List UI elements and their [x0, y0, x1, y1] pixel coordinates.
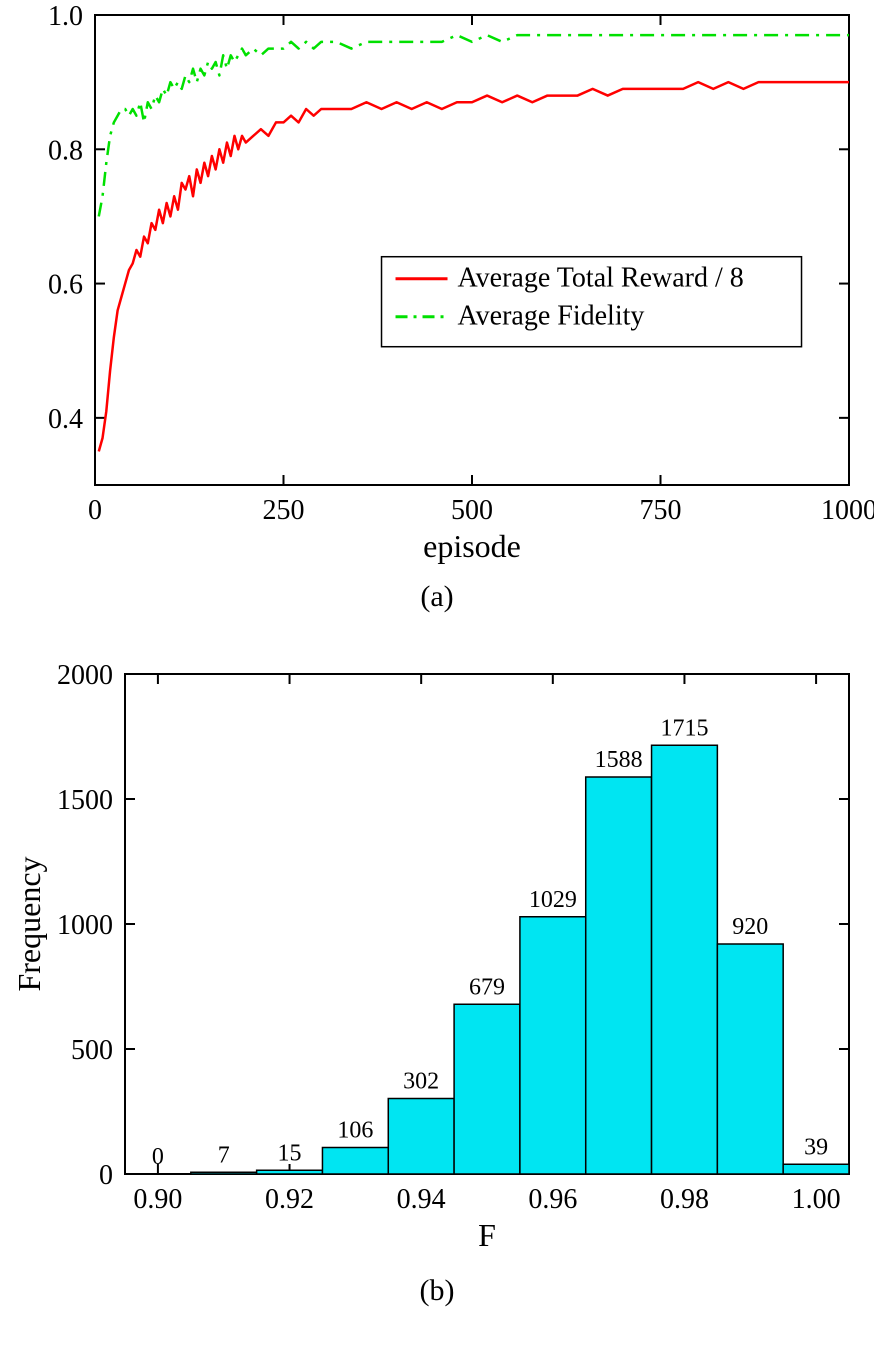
svg-text:episode: episode: [423, 528, 521, 564]
svg-text:250: 250: [263, 495, 305, 526]
legend-label: Average Fidelity: [458, 301, 645, 332]
histogram-bar: [652, 745, 718, 1174]
svg-text:0.92: 0.92: [265, 1184, 314, 1215]
histogram-bar: [191, 1172, 257, 1174]
bar-value-label: 1588: [595, 747, 643, 773]
panel-b-chart: 0.90 0.92 0.94 0.96 0.98 1.00 0 500 1000 1500 2000…: [0, 644, 874, 1274]
histogram-bar: [586, 777, 652, 1174]
figure-container: 0 250 500 750 1000 0.4 0.6 0.8 1.0 episode Average…: [0, 0, 874, 1347]
svg-text:1000: 1000: [57, 910, 113, 941]
svg-text:0: 0: [88, 495, 102, 526]
panel-a-caption: (a): [0, 580, 874, 614]
bar-value-label: 39: [804, 1134, 828, 1160]
svg-text:0.4: 0.4: [48, 404, 83, 435]
panel-b-caption: (b): [0, 1274, 874, 1308]
histogram-bar: [520, 917, 586, 1174]
svg-text:0.8: 0.8: [48, 135, 83, 166]
svg-text:0.90: 0.90: [133, 1184, 182, 1215]
legend-label: Average Total Reward / 8: [458, 263, 744, 294]
histogram-bar: [783, 1164, 849, 1174]
svg-text:2000: 2000: [57, 660, 113, 691]
svg-text:1.0: 1.0: [48, 1, 83, 32]
svg-text:750: 750: [640, 495, 682, 526]
histogram-bar: [322, 1148, 388, 1175]
histogram-bar: [388, 1099, 454, 1175]
bar-value-label: 0: [152, 1144, 164, 1170]
bar-value-label: 1715: [660, 715, 708, 741]
histogram-bar: [257, 1170, 323, 1174]
bar-value-label: 920: [732, 914, 768, 940]
svg-text:500: 500: [451, 495, 493, 526]
svg-text:0.98: 0.98: [660, 1184, 709, 1215]
series-line: [99, 35, 849, 216]
bar-value-label: 106: [337, 1118, 373, 1144]
svg-text:1500: 1500: [57, 785, 113, 816]
svg-text:0.6: 0.6: [48, 270, 83, 301]
svg-text:500: 500: [71, 1035, 113, 1066]
histogram-bar: [454, 1004, 520, 1174]
svg-text:Frequency: Frequency: [11, 856, 47, 991]
panel-a-chart: 0 250 500 750 1000 0.4 0.6 0.8 1.0 episode Average…: [0, 0, 874, 580]
bar-value-label: 302: [403, 1069, 439, 1095]
svg-text:0.96: 0.96: [528, 1184, 577, 1215]
bar-value-label: 7: [218, 1142, 230, 1168]
svg-text:1.00: 1.00: [792, 1184, 841, 1215]
bar-value-label: 679: [469, 974, 505, 1000]
svg-text:1000: 1000: [821, 495, 874, 526]
bar-value-label: 15: [278, 1140, 302, 1166]
svg-text:F: F: [478, 1217, 496, 1253]
svg-text:0: 0: [99, 1160, 113, 1191]
bar-value-label: 1029: [529, 887, 577, 913]
svg-text:0.94: 0.94: [397, 1184, 446, 1215]
histogram-bar: [717, 944, 783, 1174]
